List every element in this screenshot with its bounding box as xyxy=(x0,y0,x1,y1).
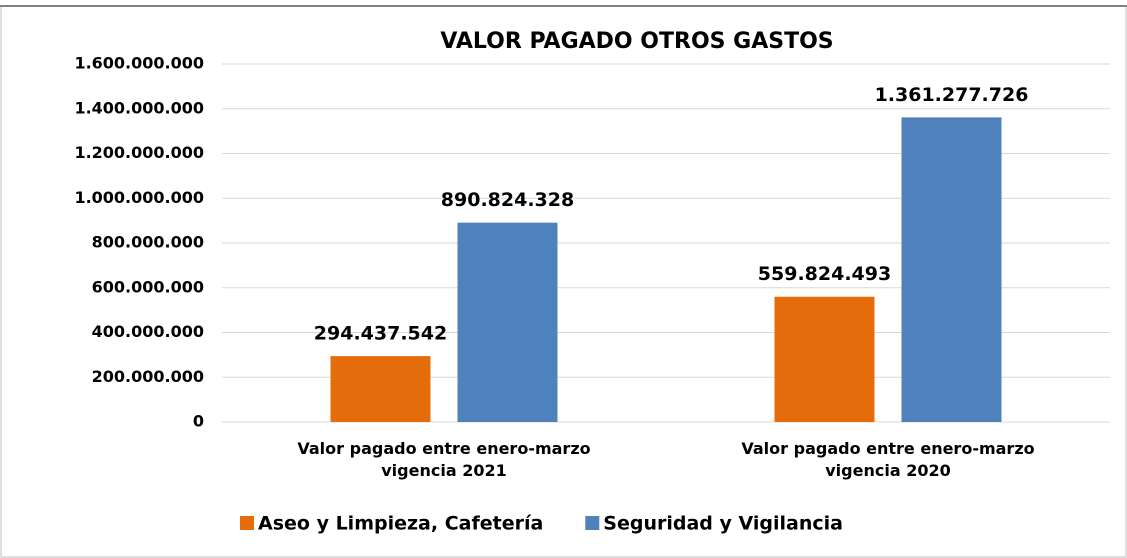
chart-title: VALOR PAGADO OTROS GASTOS xyxy=(440,29,833,54)
legend-swatch xyxy=(240,516,254,530)
y-tick-label: 1.000.000.000 xyxy=(74,188,204,207)
y-tick-label: 800.000.000 xyxy=(92,233,204,252)
y-tick-label: 1.200.000.000 xyxy=(74,143,204,162)
y-tick-label: 600.000.000 xyxy=(92,277,204,296)
bar xyxy=(901,117,1002,422)
y-tick-label: 1.600.000.000 xyxy=(74,54,204,73)
x-tick-label: Valor pagado entre enero-marzo vigencia … xyxy=(297,439,591,480)
bar xyxy=(457,222,558,422)
legend-swatch xyxy=(585,516,600,530)
data-label: 294.437.542 xyxy=(314,323,447,345)
bar xyxy=(774,296,875,422)
y-tick-label: 0 xyxy=(193,412,204,431)
data-label: 890.824.328 xyxy=(441,189,574,211)
data-label: 559.824.493 xyxy=(758,263,891,285)
x-tick-label: Valor pagado entre enero-marzo vigencia … xyxy=(741,439,1035,480)
y-tick-label: 400.000.000 xyxy=(92,322,204,341)
legend-label: Aseo y Limpieza, Cafetería xyxy=(258,513,543,535)
data-label: 1.361.277.726 xyxy=(875,84,1029,106)
bar xyxy=(330,356,431,422)
y-tick-label: 200.000.000 xyxy=(92,367,204,386)
y-tick-label: 1.400.000.000 xyxy=(74,98,204,117)
legend-label: Seguridad y Vigilancia xyxy=(603,513,843,535)
